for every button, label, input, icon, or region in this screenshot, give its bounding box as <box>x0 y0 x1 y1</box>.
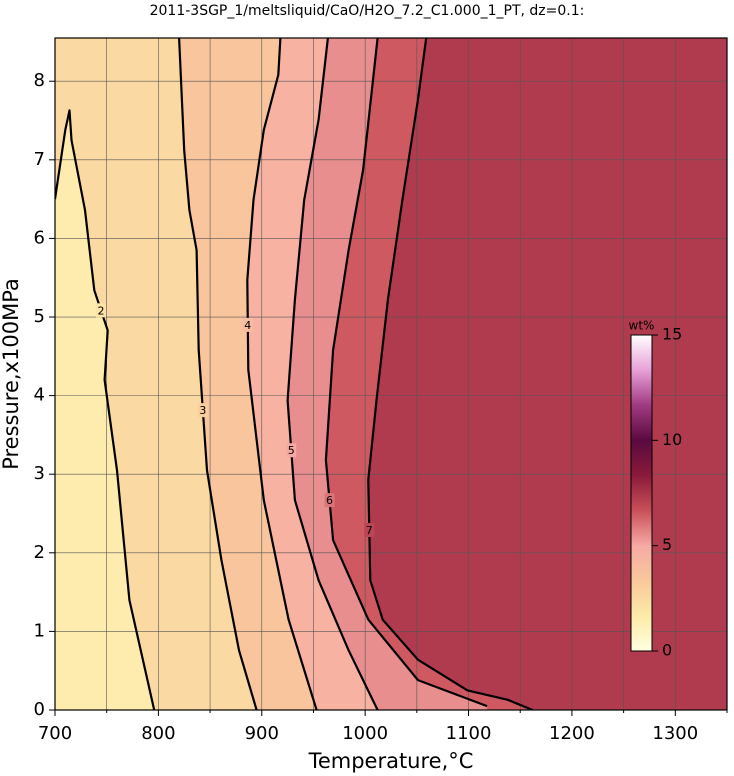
contour-label-bg <box>324 493 335 508</box>
plot-frame <box>54 37 728 711</box>
plot-area: 2 3 4 5 6 7 <box>55 38 727 710</box>
x-tick-label: 700 <box>38 723 72 744</box>
x-tick-label: 1200 <box>549 723 595 744</box>
y-tick-label: 5 <box>34 306 45 327</box>
contour-line <box>178 38 258 710</box>
y-tick-label: 7 <box>34 149 45 170</box>
contour-label: 5 <box>288 444 295 457</box>
contour-label: 6 <box>326 494 333 507</box>
contour-label: 3 <box>199 404 206 417</box>
colorbar-tick-label: 10 <box>662 430 682 449</box>
y-axis-label: Pressure,x100MPa <box>0 278 23 470</box>
colorbar <box>630 334 653 652</box>
colorbar-tick-label: 15 <box>662 325 682 344</box>
y-tick-label: 4 <box>34 385 45 406</box>
contour-band <box>368 38 727 710</box>
colorbar-tick-label: 5 <box>662 535 672 554</box>
colorbar-tick-label: 0 <box>662 641 672 660</box>
contour-line <box>246 38 318 710</box>
contour-label-bg <box>364 523 375 538</box>
contour-label-bg <box>197 403 208 418</box>
x-tick-label: 1300 <box>652 723 698 744</box>
contour-label-bg <box>286 443 297 458</box>
contour-label: 7 <box>366 524 373 537</box>
chart-title: 2011-3SGP_1/meltsliquid/CaO/H2O_7.2_C1.0… <box>150 3 585 19</box>
y-tick-label: 8 <box>34 70 45 91</box>
contour-label: 2 <box>98 304 105 317</box>
contour-line <box>286 38 379 710</box>
contour-line <box>55 109 156 710</box>
y-tick-label: 3 <box>34 463 45 484</box>
x-tick-label: 1100 <box>446 723 492 744</box>
contour-line <box>324 38 488 708</box>
x-tick-label: 800 <box>141 723 175 744</box>
contour-label-bg <box>242 317 253 332</box>
y-tick-label: 6 <box>34 227 45 248</box>
contour-label-bg <box>96 303 107 318</box>
x-tick-label: 1000 <box>342 723 388 744</box>
y-tick-label: 1 <box>34 620 45 641</box>
contour-label: 4 <box>244 319 251 332</box>
colorbar-label: wt% <box>629 319 655 333</box>
y-tick-label: 0 <box>34 699 45 720</box>
y-tick-label: 2 <box>34 542 45 563</box>
x-axis-label: Temperature,°C <box>308 749 474 773</box>
x-tick-label: 900 <box>245 723 279 744</box>
